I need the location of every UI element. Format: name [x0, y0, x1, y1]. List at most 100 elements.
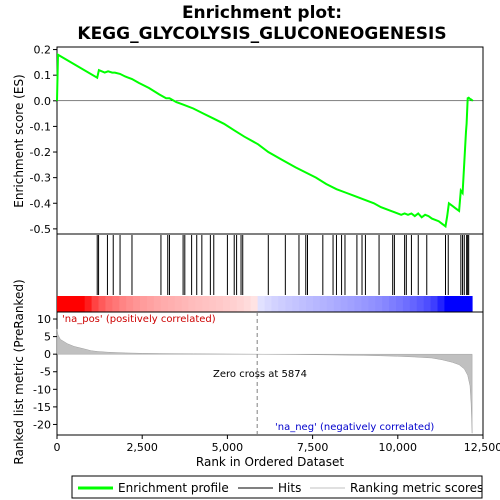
- rank-y-axis: 10 5 0 -5 -10 -15 -20: [33, 313, 57, 431]
- rank-x-tick-label: 12,500: [464, 441, 500, 454]
- heat-bar-segment: [333, 296, 342, 312]
- rank-y-tick-label: -5: [40, 366, 51, 379]
- heat-bar-segment: [257, 296, 266, 312]
- heat-bar-segment: [409, 296, 418, 312]
- heat-bar-segment: [126, 296, 134, 312]
- heat-bar-segment: [153, 296, 162, 312]
- rank-y-axis-label: Ranked list metric (PreRanked): [12, 279, 26, 464]
- heat-bar-segment: [347, 296, 355, 312]
- rank-x-axis-label: Rank in Ordered Dataset: [196, 455, 344, 469]
- hit-marks: [96, 235, 470, 295]
- rank-panel: 10 5 0 -5 -10 -15 -20 0 2,500 5,000 7,500 10,000 12…: [12, 279, 500, 469]
- heat-bar-segment: [306, 296, 314, 312]
- heat-bar-segment: [319, 296, 328, 312]
- heat-bar-segment: [209, 296, 217, 312]
- heat-bar-segment: [57, 296, 65, 312]
- heat-bar-segment: [368, 296, 376, 312]
- heat-bar-segment: [465, 296, 473, 312]
- heat-bar-segment: [395, 296, 404, 312]
- na-neg-label: 'na_neg' (negatively correlated): [275, 422, 434, 433]
- heat-bar-segment: [326, 296, 335, 312]
- enrichment-profile-line: [56, 52, 474, 229]
- heat-bar-segment: [84, 296, 93, 312]
- heat-bar-segment: [70, 296, 79, 312]
- heat-bar-segment: [195, 296, 203, 312]
- heat-bar-segment: [299, 296, 307, 312]
- heat-bar-segment: [91, 296, 100, 312]
- heat-bar-segment: [382, 296, 390, 312]
- heat-bar-segment: [375, 296, 383, 312]
- rank-x-tick-label: 10,000: [379, 441, 418, 454]
- heat-bar-segment: [223, 296, 231, 312]
- es-y-tick-label: -0.4: [30, 197, 51, 210]
- legend-ranking-label: Ranking metric scores: [350, 481, 483, 495]
- heat-bar-segment: [430, 296, 439, 312]
- es-y-tick-label: -0.1: [30, 120, 51, 133]
- heat-bar-segment: [340, 296, 349, 312]
- heat-bar-segment: [236, 296, 245, 312]
- heat-bar-segment: [264, 296, 272, 312]
- heat-bar-segment: [402, 296, 411, 312]
- heat-bar-segment: [98, 296, 106, 312]
- heat-bar-segment: [119, 296, 127, 312]
- chart-title-line2: KEGG_GLYCOLYSIS_GLUCONEOGENESIS: [77, 24, 446, 44]
- legend-frame: [71, 475, 483, 499]
- heat-bar-segment: [112, 296, 120, 312]
- heat-bar-segment: [285, 296, 293, 312]
- heat-bar-segment: [77, 296, 86, 312]
- heat-bar-segment: [458, 296, 466, 312]
- legend-enrichment-label: Enrichment profile: [118, 481, 229, 495]
- heat-bar-segment: [160, 296, 169, 312]
- heat-bar-segment: [63, 296, 72, 312]
- heat-bar-segment: [423, 296, 432, 312]
- rank-heat-bar: [57, 296, 473, 312]
- heat-bar-segment: [133, 296, 141, 312]
- rank-y-tick-label: -10: [33, 383, 51, 396]
- rank-y-tick-label: 5: [44, 331, 51, 344]
- rank-y-tick-label: -20: [33, 418, 51, 431]
- heat-bar-segment: [202, 296, 210, 312]
- heat-bar-segment: [354, 296, 362, 312]
- heat-bar-segment: [105, 296, 113, 312]
- heat-bar-segment: [229, 296, 238, 312]
- ranking-metric-area: [56, 328, 473, 434]
- heat-bar-segment: [312, 296, 321, 312]
- heat-bar-segment: [361, 296, 369, 312]
- rank-y-tick-label: -15: [33, 401, 51, 414]
- es-y-tick-label: 0.0: [34, 95, 52, 108]
- heat-bar-segment: [437, 296, 445, 312]
- chart-title-line1: Enrichment plot:: [182, 3, 342, 23]
- rank-x-axis: 0 2,500 5,000 7,500 10,000 12,500: [54, 435, 500, 454]
- es-panel: 0.2 0.1 0.0 -0.1 -0.2 -0.3 -0.4 -0.5 Enrichment…: [12, 44, 484, 236]
- na-pos-label: 'na_pos' (positively correlated): [62, 314, 216, 325]
- heat-bar-segment: [181, 296, 189, 312]
- heat-bar-segment: [146, 296, 155, 312]
- heat-bar-segment: [416, 296, 425, 312]
- rank-x-tick-label: 7,500: [297, 441, 329, 454]
- rank-x-tick-label: 0: [54, 441, 61, 454]
- rank-x-tick-label: 2,500: [126, 441, 158, 454]
- heat-bar-segment: [243, 296, 252, 312]
- es-y-tick-label: -0.5: [30, 223, 51, 236]
- es-y-tick-label: -0.2: [30, 146, 51, 159]
- heat-bar-segment: [250, 296, 259, 312]
- legend-hits-label: Hits: [278, 481, 301, 495]
- rank-y-tick-label: 10: [37, 313, 51, 326]
- es-y-tick-label: 0.2: [34, 44, 52, 57]
- es-y-axis: 0.2 0.1 0.0 -0.1 -0.2 -0.3 -0.4 -0.5: [30, 44, 57, 236]
- heat-bar-segment: [451, 296, 459, 312]
- hits-panel: [56, 233, 484, 313]
- legend: Enrichment profile Hits Ranking metric s…: [71, 475, 483, 499]
- rank-x-tick-label: 5,000: [212, 441, 244, 454]
- heat-bar-segment: [271, 296, 279, 312]
- rank-y-tick-label: 0: [44, 348, 51, 361]
- heat-bar-segment: [167, 296, 176, 312]
- zero-cross-label: Zero cross at 5874: [213, 369, 307, 380]
- es-y-tick-label: 0.1: [34, 69, 52, 82]
- heat-bar-segment: [174, 296, 183, 312]
- heat-bar-segment: [216, 296, 224, 312]
- rank-panel-frame: [56, 311, 484, 436]
- heat-bar-segment: [140, 296, 148, 312]
- heat-bar-segment: [389, 296, 397, 312]
